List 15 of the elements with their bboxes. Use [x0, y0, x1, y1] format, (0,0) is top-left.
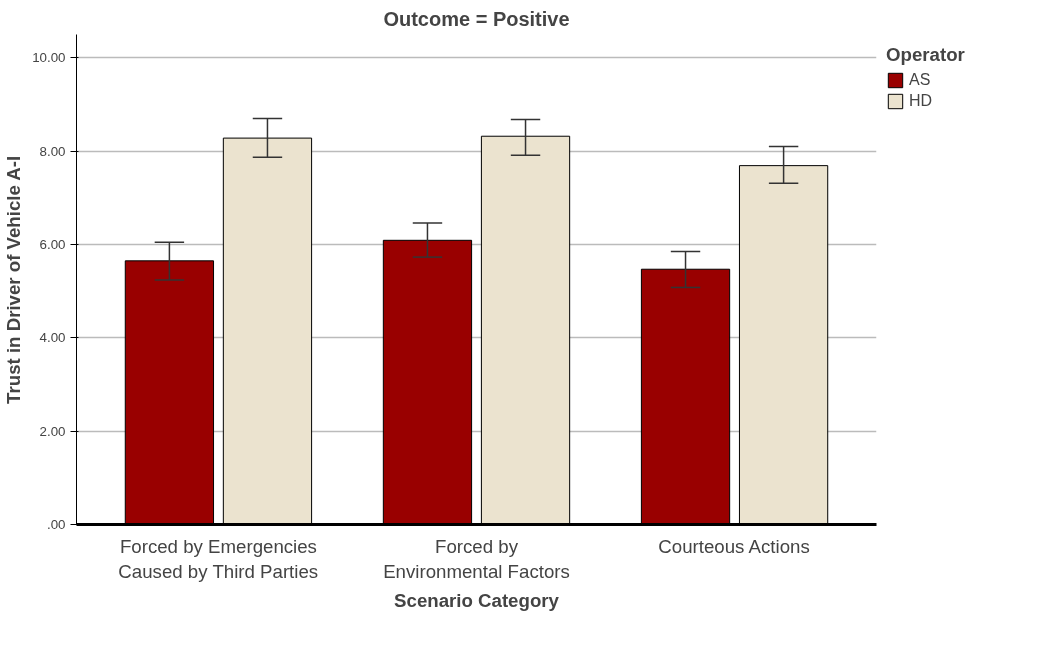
y-tick-label: 8.00 — [39, 143, 66, 159]
x-tick-label: Forced by Environmental Factors — [383, 535, 570, 582]
chart-title: Outcome = Positive — [383, 7, 570, 30]
y-tick-label: 10.00 — [32, 50, 66, 66]
legend-label: AS — [909, 71, 931, 89]
y-tick-label: 6.00 — [39, 237, 66, 252]
y-tick-label: 2.00 — [39, 423, 66, 439]
x-axis-title: Scenario Category — [394, 589, 560, 611]
y-tick-label: 4.00 — [39, 330, 66, 346]
y-axis-title: Trust in Driver of Vehicle A-I — [3, 155, 25, 404]
legend-title: Operator — [886, 44, 965, 66]
y-tick-label: .00 — [46, 517, 66, 532]
x-tick-label: Forced by Emergencies Caused by Third Parties — [118, 535, 319, 582]
x-tick-label: Courteous Actions — [658, 535, 810, 557]
legend-label: HD — [909, 92, 933, 110]
